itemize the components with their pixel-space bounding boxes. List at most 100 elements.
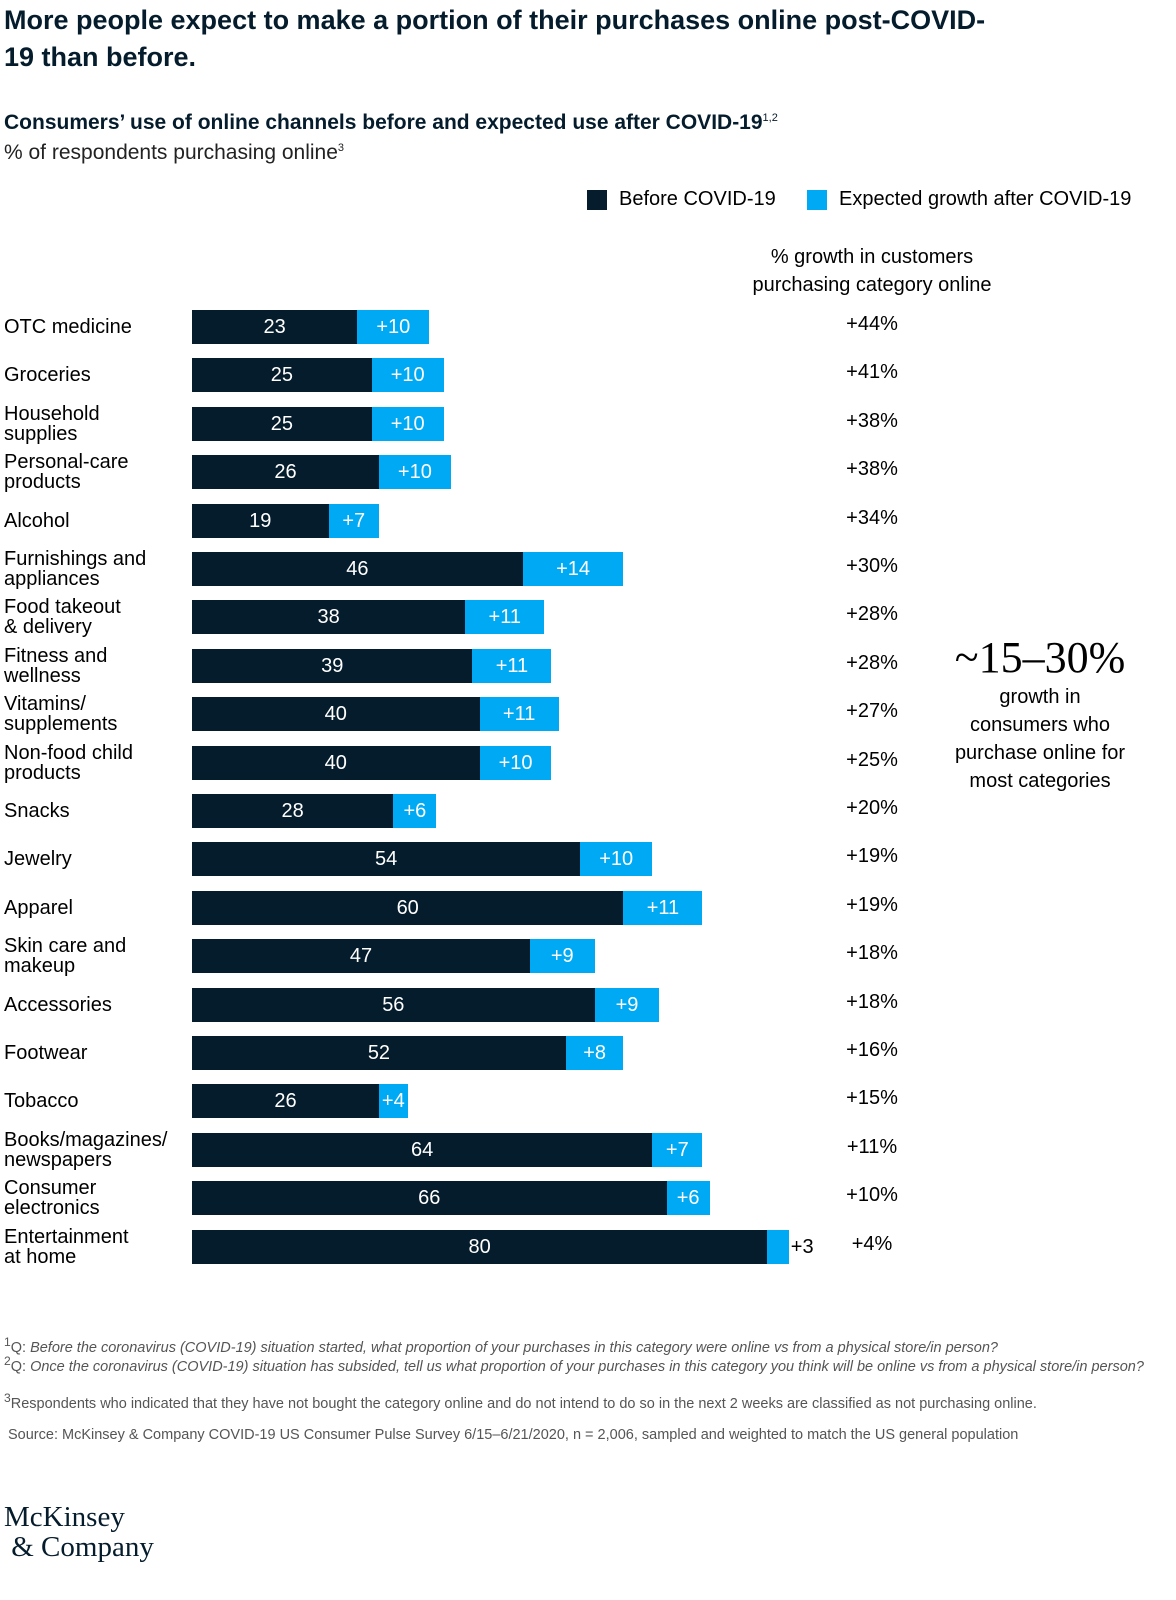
growth-pct-label: +15% xyxy=(846,1087,898,1110)
value-label-growth: +10 xyxy=(376,316,411,338)
footnote-text: Respondents who indicated that they have… xyxy=(10,1395,1037,1412)
value-label-growth: +7 xyxy=(342,509,366,532)
bar-before xyxy=(192,455,379,490)
value-label-growth: +6 xyxy=(676,1187,700,1210)
growth-pct-label: +28% xyxy=(846,651,898,674)
bar-before xyxy=(192,552,523,586)
bar-growth xyxy=(565,1036,624,1070)
bar-growth xyxy=(529,939,595,974)
footnote-sup: 2 xyxy=(4,1354,11,1368)
growth-pct-label: +19% xyxy=(846,893,898,916)
value-label-growth: +6 xyxy=(403,800,427,822)
bar-before xyxy=(192,406,372,441)
mckinsey-logo: McKinsey & Company xyxy=(4,1501,154,1563)
category-label: Non-food child products xyxy=(4,741,133,784)
chart-title-sup: 1,2 xyxy=(762,112,778,124)
category-label: OTC medicine xyxy=(4,316,132,338)
bar-before xyxy=(192,1084,379,1119)
value-label-before: 26 xyxy=(274,461,297,484)
growth-pct-label: +10% xyxy=(846,1184,898,1207)
page-title: More people expect to make a portion of … xyxy=(4,5,986,72)
chart-subtitle: % of respondents purchasing online3 xyxy=(4,141,344,165)
bar-growth xyxy=(472,648,552,683)
value-label-growth: +11 xyxy=(488,606,521,629)
callout-text: growth in consumers who purchase online … xyxy=(954,686,1126,792)
value-label-before: 26 xyxy=(274,1090,297,1113)
value-label-before: 47 xyxy=(349,945,373,968)
footnote-prefix: Q: xyxy=(10,1339,31,1356)
bar-growth xyxy=(465,600,545,635)
bar-before xyxy=(192,1036,566,1070)
category-label: Apparel xyxy=(4,896,73,919)
category-label: Consumer electronics xyxy=(4,1177,100,1220)
source-note: Source: McKinsey & Company COVID-19 US C… xyxy=(8,1427,1019,1443)
footnote-sup: 1 xyxy=(4,1335,11,1349)
bar-before xyxy=(192,1132,653,1167)
footnote-1: 1Q: Before the coronavirus (COVID-19) si… xyxy=(4,1333,1154,1357)
bar-growth xyxy=(623,890,703,925)
bar-before xyxy=(192,745,480,780)
value-label-before: 39 xyxy=(321,654,344,677)
growth-pct-label: +4% xyxy=(851,1232,893,1255)
bar-before xyxy=(192,648,473,683)
category-label: Personal-care products xyxy=(4,451,129,494)
growth-pct-label: +18% xyxy=(846,942,898,965)
bar-growth xyxy=(393,794,437,828)
category-label: Alcohol xyxy=(4,509,70,532)
value-label-growth: +8 xyxy=(583,1042,607,1064)
category-label: Groceries xyxy=(4,364,91,387)
chart-title-text: Consumers’ use of online channels before… xyxy=(4,111,763,134)
category-label: Entertainment at home xyxy=(4,1225,129,1268)
footnote-2: 2Q: Once the coronavirus (COVID-19) situ… xyxy=(4,1352,1154,1376)
growth-pct-label: +44% xyxy=(846,313,898,335)
bar-growth xyxy=(371,358,444,393)
bar-growth xyxy=(666,1181,710,1216)
value-label-growth: +14 xyxy=(556,558,591,580)
category-label: Books/magazines/ newspapers xyxy=(4,1128,168,1171)
bar-before xyxy=(192,1229,768,1264)
category-label: Tobacco xyxy=(4,1090,79,1113)
category-label: Snacks xyxy=(4,800,70,822)
footnote-text: Once the coronavirus (COVID-19) situatio… xyxy=(30,1358,1144,1375)
bar-growth xyxy=(479,697,559,732)
value-label-growth: +10 xyxy=(599,848,634,871)
bar-before xyxy=(192,794,394,828)
category-label: Jewelry xyxy=(4,848,72,871)
legend-label-before: Before COVID-19 xyxy=(619,188,776,210)
legend-swatch-growth xyxy=(807,189,827,210)
legend-before: Before COVID-19 xyxy=(587,188,776,211)
footnote-prefix: Q: xyxy=(10,1358,31,1375)
bar-before xyxy=(192,842,581,877)
category-label: Skin care and makeup xyxy=(4,935,127,978)
category-label: Vitamins/ supplements xyxy=(4,693,118,736)
footnote-sup: 3 xyxy=(4,1391,11,1405)
value-label-before: 54 xyxy=(375,848,398,871)
chart-title: Consumers’ use of online channels before… xyxy=(4,111,778,135)
bar-growth xyxy=(580,842,653,877)
category-label: Footwear xyxy=(4,1042,88,1064)
value-label-growth: +10 xyxy=(498,751,533,774)
value-label-before: 46 xyxy=(346,558,369,580)
value-label-before: 52 xyxy=(367,1042,391,1064)
bar-growth xyxy=(328,503,379,538)
growth-pct-label: +38% xyxy=(846,409,898,432)
value-label-before: 25 xyxy=(270,412,293,435)
value-label-before: 23 xyxy=(263,316,286,338)
category-label: Food takeout & delivery xyxy=(4,596,121,639)
growth-pct-label: +25% xyxy=(846,748,898,771)
value-label-growth: +11 xyxy=(495,654,529,677)
category-label: Fitness and wellness xyxy=(4,644,108,687)
bar-growth xyxy=(371,406,444,441)
value-label-growth: +11 xyxy=(646,896,680,919)
bar-before xyxy=(192,310,358,344)
bar-growth xyxy=(479,745,552,780)
growth-pct-label: +41% xyxy=(846,361,898,384)
value-label-growth: +10 xyxy=(390,364,425,387)
legend-label-growth: Expected growth after COVID-19 xyxy=(839,188,1132,210)
bar-before xyxy=(192,1181,667,1216)
value-label-growth: +11 xyxy=(502,703,536,726)
bar-before xyxy=(192,697,480,732)
value-label-before: 40 xyxy=(324,703,347,726)
callout-figure: ~15–30% xyxy=(954,633,1126,682)
bar-before xyxy=(192,503,329,538)
